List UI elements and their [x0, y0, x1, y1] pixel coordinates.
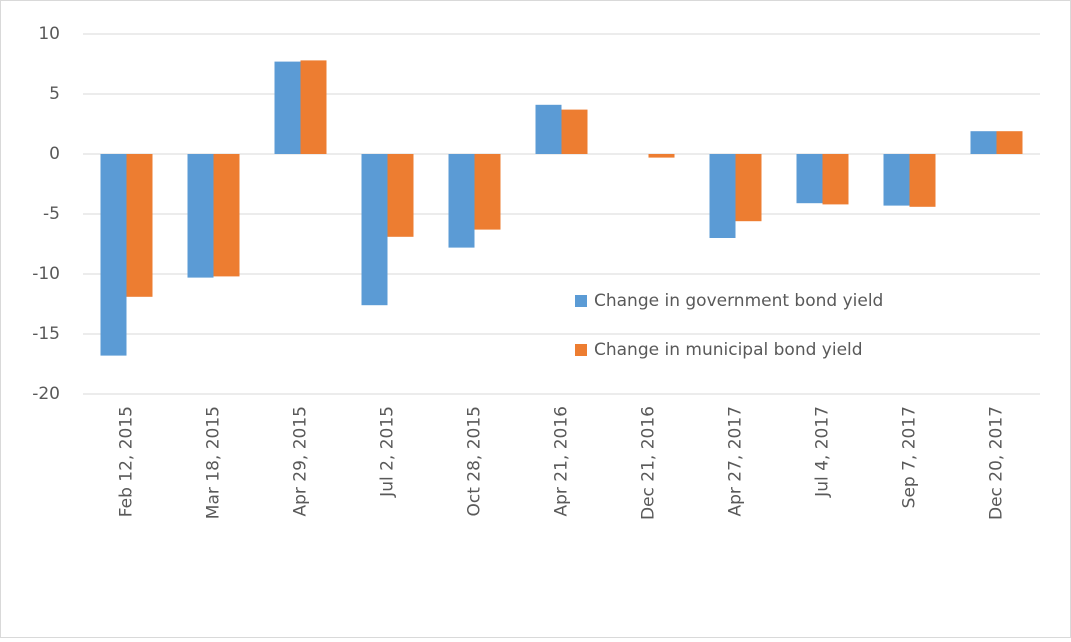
- y-tick-label: 0: [49, 144, 60, 164]
- x-tick-label: Jul 2, 2015: [378, 406, 398, 498]
- y-tick-label: 10: [38, 24, 60, 44]
- x-tick-label: Apr 29, 2015: [291, 406, 311, 517]
- bar: [709, 154, 736, 238]
- x-tick-label: Apr 21, 2016: [552, 406, 572, 517]
- bar: [100, 154, 127, 356]
- bar: [300, 60, 327, 154]
- bar: [274, 61, 301, 154]
- legend-swatch: [575, 295, 587, 307]
- bar: [883, 154, 910, 206]
- legend-label: Change in municipal bond yield: [594, 340, 863, 360]
- bar: [822, 154, 849, 205]
- y-tick-label: -15: [32, 324, 60, 344]
- x-tick-label: Jul 4, 2017: [813, 406, 833, 498]
- bar: [474, 154, 501, 230]
- legend-swatch: [575, 344, 587, 356]
- x-tick-label: Feb 12, 2015: [117, 406, 137, 517]
- bar: [535, 104, 562, 154]
- y-tick-label: 5: [49, 84, 60, 104]
- bar: [448, 154, 475, 248]
- bar: [361, 154, 388, 306]
- bar: [648, 154, 675, 158]
- y-tick-label: -5: [43, 204, 60, 224]
- bar: [796, 154, 823, 204]
- bar: [213, 154, 240, 277]
- x-tick-label: Dec 21, 2016: [639, 406, 659, 520]
- y-tick-label: -10: [32, 264, 60, 284]
- x-tick-label: Mar 18, 2015: [204, 406, 224, 519]
- y-tick-label: -20: [32, 384, 60, 404]
- bars: [100, 60, 1023, 356]
- x-tick-label: Sep 7, 2017: [900, 406, 920, 508]
- bar: [187, 154, 214, 278]
- legend-label: Change in government bond yield: [594, 291, 883, 311]
- bar: [909, 154, 936, 207]
- bar: [970, 131, 997, 154]
- bar: [387, 154, 414, 237]
- bar: [561, 109, 588, 154]
- x-tick-label: Apr 27, 2017: [726, 406, 746, 517]
- bar: [126, 154, 153, 297]
- bar: [735, 154, 762, 222]
- bar: [996, 131, 1023, 154]
- x-tick-label: Oct 28, 2015: [465, 406, 485, 517]
- x-tick-label: Dec 20, 2017: [987, 406, 1007, 520]
